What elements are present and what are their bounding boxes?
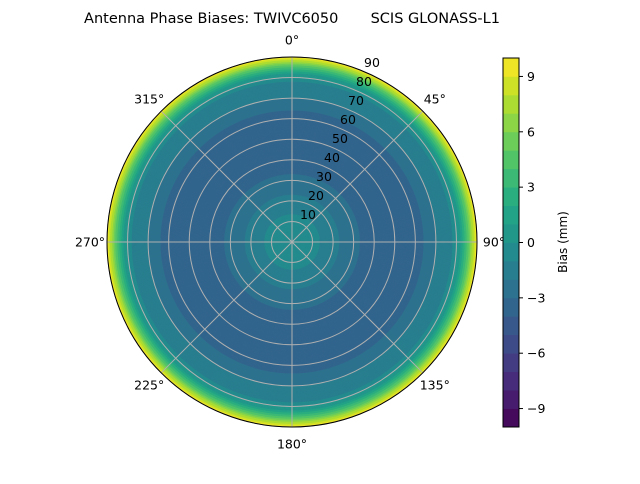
colorbar-band [503, 113, 519, 133]
radial-tick-label: 20 [308, 188, 324, 203]
radial-tick-label: 40 [324, 150, 340, 165]
chart-title: Antenna Phase Biases: TWIVC6050 SCIS GLO… [84, 11, 500, 27]
colorbar-band [503, 94, 519, 114]
colorbar: −9 −6 −3 0 3 6 9 [502, 57, 545, 428]
angular-gridline [160, 110, 293, 243]
colorbar-tick-label: 0 [527, 235, 535, 250]
radial-tick-label: 10 [300, 207, 316, 222]
angular-tick-label: 135° [420, 377, 450, 392]
angular-tick-label: 225° [134, 377, 164, 392]
angular-gridline [291, 110, 424, 243]
colorbar-tick-label: −3 [527, 290, 545, 305]
colorbar-band [503, 224, 519, 243]
angular-tick-label: 180° [277, 437, 307, 452]
colorbar-tick-label: 6 [527, 124, 535, 139]
angular-tick-label: 270° [75, 235, 105, 250]
colorbar-band [503, 150, 519, 170]
colorbar-band [503, 279, 519, 299]
angular-gridline [160, 241, 293, 374]
colorbar-label: Bias (mm) [556, 211, 570, 273]
angular-tick-label: 45° [424, 92, 446, 107]
colorbar-band [503, 168, 519, 188]
colorbar-tick-label: 3 [527, 180, 535, 195]
colorbar-band [503, 334, 519, 354]
colorbar-band [503, 242, 519, 262]
colorbar-band [503, 316, 519, 336]
polar-grid [106, 56, 478, 428]
radial-tick-label: 50 [332, 131, 348, 146]
polar-frame [106, 56, 478, 428]
angular-tick-label: 315° [134, 92, 164, 107]
colorbar-band [503, 260, 519, 280]
angular-gridline [291, 241, 424, 374]
colorbar-tick-label: −9 [527, 401, 545, 416]
angular-tick-label: 90° [483, 235, 505, 250]
colorbar-band [503, 353, 519, 373]
colorbar-band [503, 371, 519, 391]
angular-tick-label: 0° [285, 33, 299, 48]
colorbar-band [503, 187, 519, 206]
colorbar-band [503, 205, 519, 225]
colorbar-band [503, 131, 519, 151]
radial-tick-label: 90 [364, 55, 380, 70]
angular-tick-labels: 0° 45° 90° 135° 180° 225° 270° 315° [75, 33, 505, 452]
colorbar-band [503, 390, 519, 409]
colorbar-band [503, 76, 519, 96]
colorbar-band [503, 58, 519, 77]
colorbar-band [503, 408, 519, 428]
colorbar-band [503, 297, 519, 317]
radial-tick-label: 30 [316, 169, 332, 184]
radial-tick-labels: 10 20 30 40 50 60 70 80 90 [300, 55, 380, 222]
colorbar-tick-label: −6 [527, 346, 545, 361]
radial-tick-label: 80 [356, 74, 372, 89]
colorbar-tick-label: 9 [527, 69, 535, 84]
radial-tick-label: 70 [348, 93, 364, 108]
radial-tick-label: 60 [340, 112, 356, 127]
